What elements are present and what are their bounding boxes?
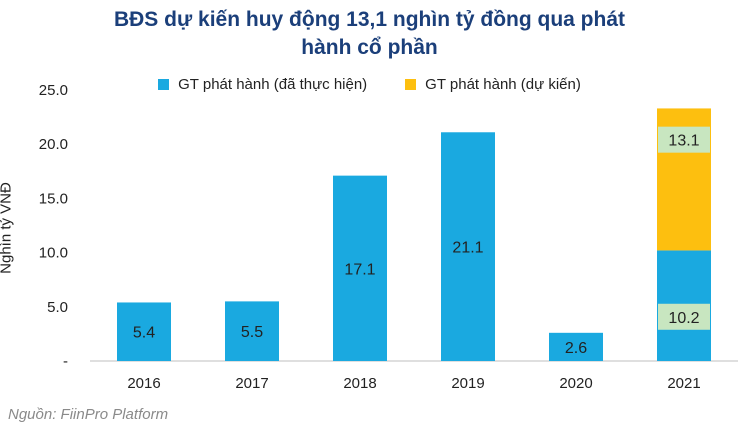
chart-title-line2: hành cổ phần	[301, 36, 438, 59]
x-tick-label: 2019	[451, 375, 484, 392]
y-tick-label: 15.0	[39, 190, 68, 207]
legend-label-actual: GT phát hành (đã thực hiện)	[178, 76, 368, 93]
y-tick-label: 10.0	[39, 245, 68, 262]
data-label: 5.4	[133, 325, 155, 342]
bar-actual	[441, 132, 495, 361]
x-tick-label: 2020	[559, 375, 592, 392]
source-note: Nguồn: FiinPro Platform	[8, 406, 169, 423]
y-tick-label: 20.0	[39, 136, 68, 153]
y-tick-label: -	[63, 353, 68, 370]
legend-item-actual: GT phát hành (đã thực hiện)	[158, 76, 367, 93]
data-label: 17.1	[344, 261, 375, 278]
x-tick-label: 2016	[127, 375, 160, 392]
bar-actual	[225, 301, 279, 361]
x-tick-label: 2018	[343, 375, 376, 392]
y-tick-label: 5.0	[47, 299, 68, 316]
bar-actual	[549, 332, 603, 361]
x-tick-label: 2021	[667, 375, 700, 392]
bar-actual	[333, 175, 387, 361]
legend-swatch-actual	[158, 79, 170, 90]
data-label: 2.6	[565, 340, 587, 357]
data-label: 21.1	[452, 240, 483, 257]
data-label-box	[658, 303, 710, 330]
legend: GT phát hành (đã thực hiện) GT phát hành…	[0, 76, 739, 93]
legend-swatch-planned	[405, 79, 417, 90]
data-label: 10.2	[668, 310, 699, 327]
data-label: 5.5	[241, 324, 263, 341]
x-tick-label: 2017	[235, 375, 268, 392]
bar-actual	[117, 302, 171, 361]
y-tick-label: 25.0	[39, 82, 68, 99]
chart-title-line1: BĐS dự kiến huy động 13,1 nghìn tỷ đồng …	[113, 8, 626, 31]
chart-title: BĐS dự kiến huy động 13,1 nghìn tỷ đồng …	[0, 6, 739, 62]
legend-label-planned: GT phát hành (dự kiến)	[425, 76, 581, 93]
data-label: 13.1	[668, 133, 699, 150]
legend-item-planned: GT phát hành (dự kiến)	[405, 76, 581, 93]
data-label-box	[658, 126, 710, 153]
